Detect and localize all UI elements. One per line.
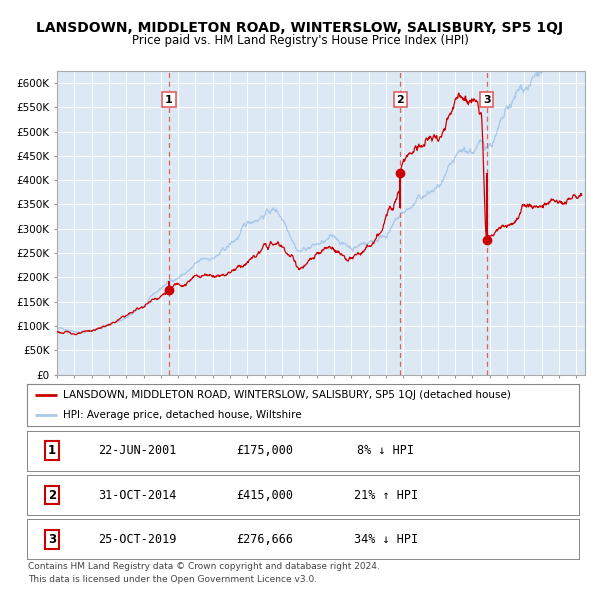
Text: 21% ↑ HPI: 21% ↑ HPI <box>354 489 418 502</box>
Text: LANSDOWN, MIDDLETON ROAD, WINTERSLOW, SALISBURY, SP5 1QJ: LANSDOWN, MIDDLETON ROAD, WINTERSLOW, SA… <box>37 21 563 35</box>
Text: £276,666: £276,666 <box>236 533 293 546</box>
Text: 31-OCT-2014: 31-OCT-2014 <box>98 489 176 502</box>
Text: 1: 1 <box>48 444 56 457</box>
Text: 34% ↓ HPI: 34% ↓ HPI <box>354 533 418 546</box>
Text: 22-JUN-2001: 22-JUN-2001 <box>98 444 176 457</box>
Text: LANSDOWN, MIDDLETON ROAD, WINTERSLOW, SALISBURY, SP5 1QJ (detached house): LANSDOWN, MIDDLETON ROAD, WINTERSLOW, SA… <box>63 390 511 400</box>
Text: £175,000: £175,000 <box>236 444 293 457</box>
Text: £415,000: £415,000 <box>236 489 293 502</box>
Text: Contains HM Land Registry data © Crown copyright and database right 2024.: Contains HM Land Registry data © Crown c… <box>28 562 380 571</box>
Text: 25-OCT-2019: 25-OCT-2019 <box>98 533 176 546</box>
Text: 3: 3 <box>48 533 56 546</box>
Text: This data is licensed under the Open Government Licence v3.0.: This data is licensed under the Open Gov… <box>28 575 317 584</box>
Text: 2: 2 <box>397 94 404 104</box>
Text: Price paid vs. HM Land Registry's House Price Index (HPI): Price paid vs. HM Land Registry's House … <box>131 34 469 47</box>
Text: HPI: Average price, detached house, Wiltshire: HPI: Average price, detached house, Wilt… <box>63 409 302 419</box>
Text: 2: 2 <box>48 489 56 502</box>
Text: 3: 3 <box>483 94 490 104</box>
Text: 1: 1 <box>165 94 173 104</box>
Text: 8% ↓ HPI: 8% ↓ HPI <box>358 444 415 457</box>
